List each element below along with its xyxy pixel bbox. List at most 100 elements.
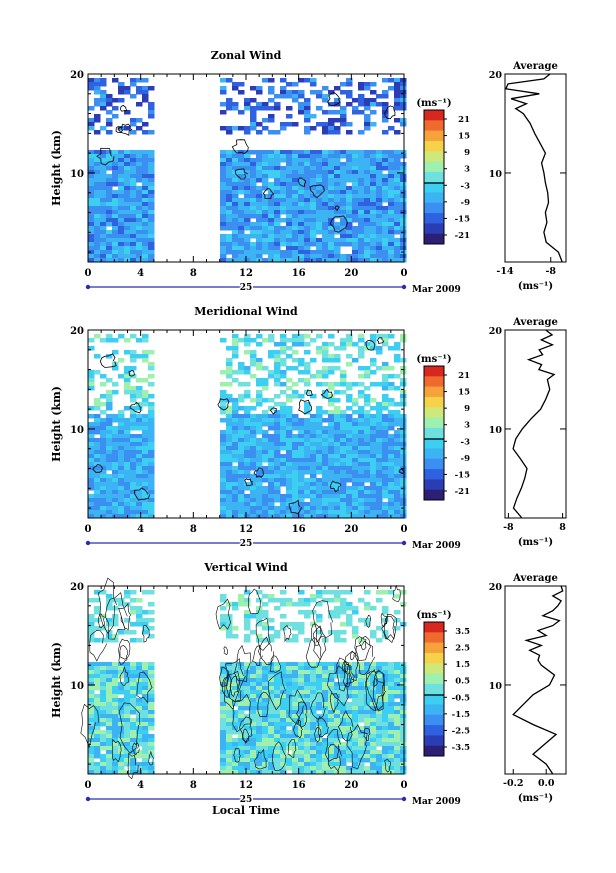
colorbar-swatch (424, 223, 444, 235)
colorbar-swatch (424, 642, 444, 654)
colorbar-swatch (424, 130, 444, 142)
x-tick-label: 12 (239, 524, 253, 535)
colorbar-swatch (424, 448, 444, 460)
day-bar-end (85, 796, 91, 802)
zero-contours (92, 337, 405, 514)
zero-contours (96, 91, 396, 233)
day-label: 25 (240, 283, 253, 293)
average-line (512, 585, 564, 775)
average-y-tick-label: 20 (489, 582, 503, 593)
y-tick-label: 20 (70, 326, 84, 337)
average-y-tick-label: 20 (489, 70, 503, 81)
average-x-tick-label: -8 (545, 266, 556, 277)
colorbar-swatch (424, 171, 444, 183)
colorbar: 21 15 9 3 -3 -9 -15 -21 (ms⁻¹) (416, 354, 471, 501)
heatmap-field (88, 78, 407, 263)
average-line (504, 73, 563, 263)
panel-1: Meridional Wind 10 20 Height (km) 0 4 8 12 16 20 0… (50, 305, 567, 551)
colorbar-tick-label: 9 (464, 148, 470, 158)
average-y-tick-label: 20 (489, 326, 503, 337)
date-label: Mar 2009 (412, 285, 461, 295)
average-y-tick-label: 10 (489, 425, 503, 436)
x-tick-label: 0 (85, 780, 92, 791)
x-tick-label: 20 (344, 524, 358, 535)
colorbar-swatch (424, 714, 444, 726)
colorbar-swatch (424, 396, 444, 408)
colorbar-unit: (ms⁻¹) (416, 354, 451, 365)
colorbar-swatch (424, 725, 444, 736)
colorbar-tick-label: -15 (455, 214, 470, 224)
average-x-label: (ms⁻¹) (518, 793, 553, 804)
colorbar-swatch (424, 735, 444, 747)
x-tick-label: 20 (344, 268, 358, 279)
x-axis-label: Local Time (212, 804, 280, 817)
x-tick-label: 0 (401, 268, 408, 279)
x-tick-label: 0 (85, 524, 92, 535)
x-tick-label: 8 (190, 524, 197, 535)
average-title: Average (512, 573, 558, 584)
colorbar-tick-label: 2.5 (455, 644, 470, 654)
average-x-tick-label: -14 (496, 266, 514, 277)
colorbar-swatch (424, 489, 444, 501)
colorbar-tick-label: 21 (458, 371, 470, 381)
colorbar-tick-label: 3 (464, 421, 470, 431)
colorbar-swatch (424, 233, 444, 245)
colorbar-swatch (424, 182, 444, 193)
x-tick-label: 4 (137, 524, 144, 535)
colorbar-swatch (424, 151, 444, 162)
date-label: Mar 2009 (412, 541, 461, 551)
x-tick-label: 12 (239, 268, 253, 279)
colorbar-swatch (424, 745, 444, 757)
day-label: 25 (240, 539, 253, 549)
average-line (512, 329, 556, 519)
x-tick-label: 20 (344, 780, 358, 791)
average-profile: Average 10 20 -8 8 (ms⁻¹) (489, 317, 567, 548)
colorbar-tick-label: 3.5 (455, 627, 470, 637)
colorbar-unit: (ms⁻¹) (416, 610, 451, 621)
date-label: Mar 2009 (412, 797, 461, 807)
colorbar-tick-label: -3.5 (452, 743, 470, 753)
colorbar-swatch (424, 663, 444, 674)
colorbar-tick-label: 3 (464, 165, 470, 175)
colorbar-swatch (424, 417, 444, 429)
x-tick-label: 8 (190, 268, 197, 279)
colorbar-swatch (424, 652, 444, 664)
day-label: 25 (240, 795, 253, 805)
colorbar-unit: (ms⁻¹) (416, 98, 451, 109)
colorbar-swatch (424, 694, 444, 705)
colorbar-frame (423, 109, 445, 245)
y-tick-label: 10 (70, 425, 84, 436)
colorbar-tick-label: -9 (461, 454, 471, 464)
heatmap-field (88, 590, 407, 775)
x-tick-label: 0 (401, 524, 408, 535)
average-profile: Average 10 20 -14 -8 (ms⁻¹) (489, 61, 567, 292)
average-frame (504, 585, 567, 775)
colorbar-frame (423, 621, 445, 757)
colorbar-tick-label: -0.5 (452, 693, 470, 703)
colorbar-swatch (424, 202, 444, 214)
y-tick-label: 10 (70, 169, 84, 180)
colorbar-tick-label: -3 (461, 437, 471, 447)
colorbar-tick-label: -21 (455, 231, 470, 241)
colorbar-tick-label: -2.5 (452, 726, 470, 736)
colorbar-swatch (424, 120, 444, 132)
colorbar-swatch (424, 704, 444, 716)
average-x-tick-label: 0.0 (538, 778, 555, 789)
colorbar-swatch (424, 479, 444, 491)
colorbar-swatch (424, 469, 444, 480)
x-tick-label: 8 (190, 780, 197, 791)
x-tick-label: 4 (137, 780, 144, 791)
colorbar-swatch (424, 458, 444, 470)
colorbar-tick-label: -3 (461, 181, 471, 191)
colorbar: 21 15 9 3 -3 -9 -15 -21 (ms⁻¹) (416, 98, 471, 245)
panel-0: Zonal Wind 10 20 Height (km) 0 4 8 12 16 20 0 25 Mar… (50, 49, 567, 295)
colorbar-tick-label: 9 (464, 404, 470, 414)
x-tick-label: 0 (85, 268, 92, 279)
colorbar-swatch (424, 673, 444, 685)
day-bar-end (401, 540, 407, 546)
average-frame (504, 73, 567, 263)
x-tick-label: 12 (239, 780, 253, 791)
average-frame (504, 329, 567, 519)
average-x-tick-label: -0.2 (503, 778, 523, 789)
